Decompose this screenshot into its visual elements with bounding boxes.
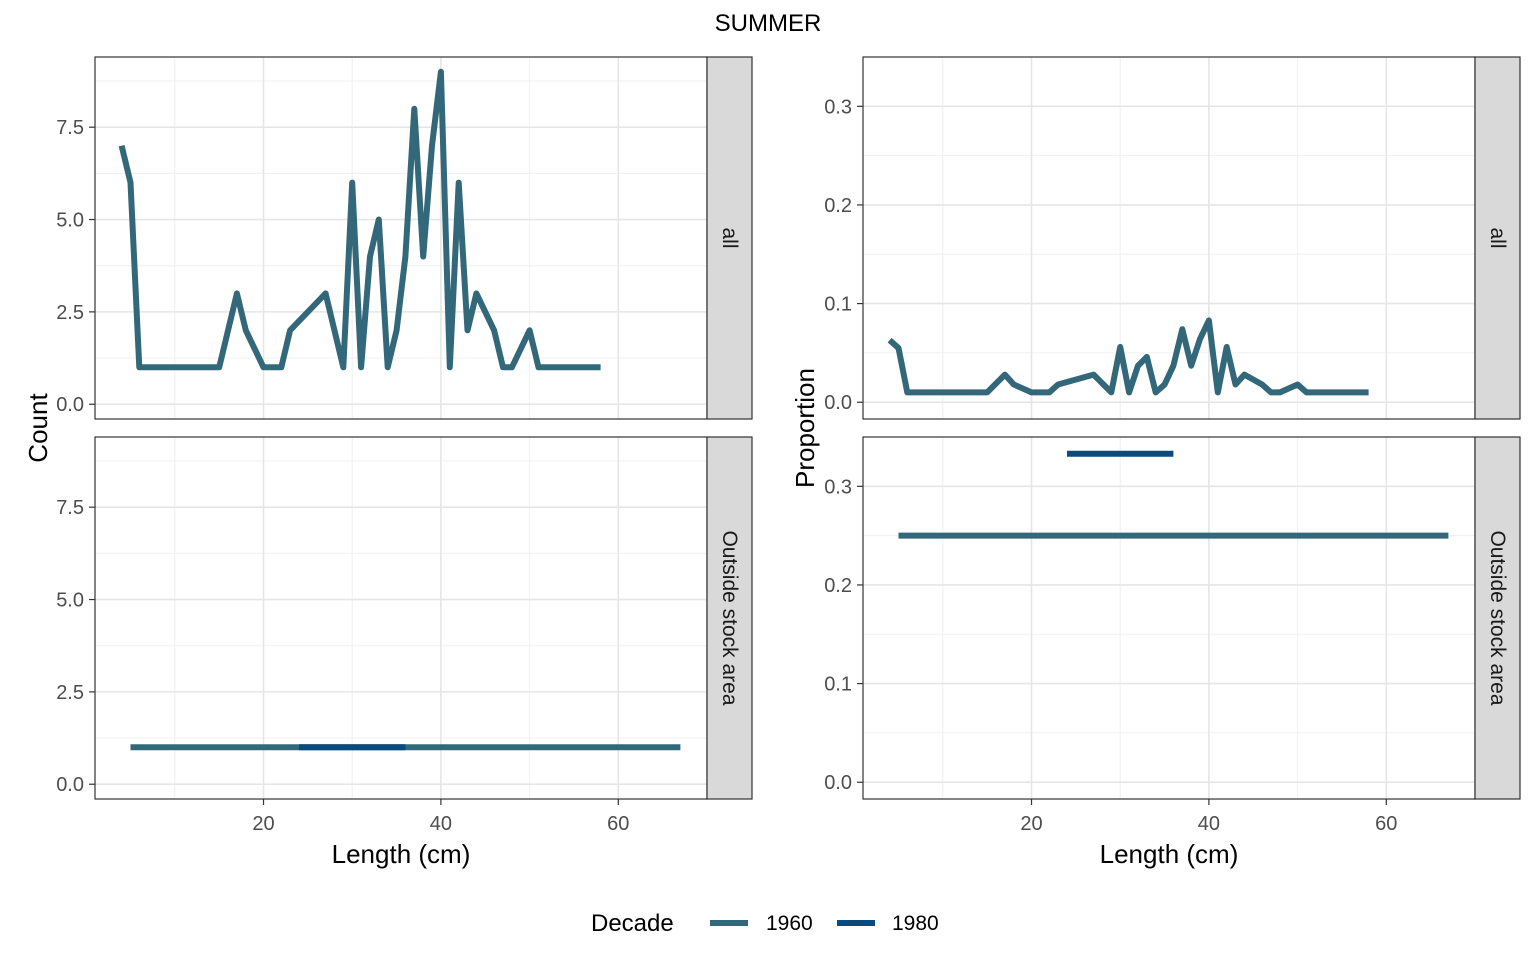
facet-strip <box>706 436 753 800</box>
y-axis-title: Proportion <box>790 368 820 488</box>
y-tick-label: 0.1 <box>824 674 852 696</box>
y-tick-label: 2.5 <box>56 302 84 324</box>
facet-strip-label: all <box>718 227 741 248</box>
panel-background <box>95 437 707 799</box>
y-axis-title: Count <box>23 393 53 463</box>
panel-proportion-all: all 0.0 0.1 0.2 0.3 <box>824 56 1521 420</box>
x-tick-label: 20 <box>252 813 274 835</box>
panel-proportion-outside-stock-area: Outside stock area 0.0 0.1 0.2 0.3 20 40 60 <box>824 436 1521 835</box>
y-tick-label: 0.0 <box>824 392 852 414</box>
panel-background <box>863 57 1475 419</box>
panel-count-outside-stock-area: Outside stock area 0.0 2.5 5.0 7.5 20 40 60 <box>56 436 753 835</box>
y-tick-label: 7.5 <box>56 117 84 139</box>
legend: Decade 1960 1980 <box>591 910 939 937</box>
panel-background <box>863 437 1475 799</box>
x-axis-title: Length (cm) <box>332 839 471 869</box>
legend-keys: 1960 1980 <box>710 912 939 935</box>
x-axis-title: Length (cm) <box>1100 839 1239 869</box>
x-tick-label: 20 <box>1020 813 1042 835</box>
y-tick-label: 2.5 <box>56 682 84 704</box>
facet-strip <box>1474 56 1521 420</box>
y-tick-label: 5.0 <box>56 210 84 232</box>
legend-label-1960: 1960 <box>766 912 813 935</box>
panel-background <box>95 57 707 419</box>
y-tick-label: 0.2 <box>824 575 852 597</box>
facet-strip-label: Outside stock area <box>1486 530 1509 705</box>
panel-count-all: all 0.0 2.5 5.0 7.5 <box>56 56 753 420</box>
series-line-1960 <box>887 317 1369 396</box>
x-tick-label: 40 <box>1198 813 1220 835</box>
facet-strip-label: all <box>1486 227 1509 248</box>
y-tick-label: 0.1 <box>824 294 852 316</box>
x-tick-label: 60 <box>607 813 629 835</box>
facet-strip <box>1474 436 1521 800</box>
y-tick-label: 0.0 <box>824 772 852 794</box>
legend-title: Decade <box>591 910 674 937</box>
y-tick-label: 5.0 <box>56 590 84 612</box>
y-tick-label: 0.0 <box>56 394 84 416</box>
x-tick-label: 40 <box>430 813 452 835</box>
y-tick-label: 0.3 <box>824 476 852 498</box>
series-line-1960 <box>118 68 601 371</box>
facet-strip-label: Outside stock area <box>718 530 741 705</box>
x-tick-label: 60 <box>1375 813 1397 835</box>
plot-panels: all 0.0 2.5 5.0 7.5 Outside stock area 0.0 2.5 5… <box>23 56 1521 869</box>
y-tick-label: 0.2 <box>824 195 852 217</box>
legend-label-1980: 1980 <box>892 912 939 935</box>
y-tick-label: 0.0 <box>56 774 84 796</box>
y-tick-label: 7.5 <box>56 497 84 519</box>
chart-title: SUMMER <box>715 10 822 37</box>
y-tick-label: 0.3 <box>824 96 852 118</box>
facet-strip <box>706 56 753 420</box>
